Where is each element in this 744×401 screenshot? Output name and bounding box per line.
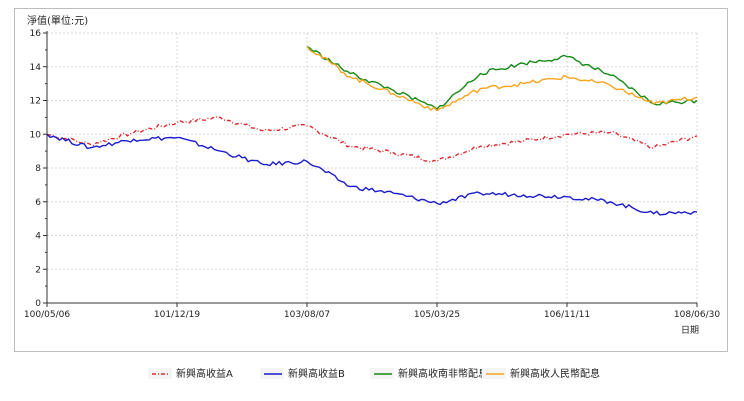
legend-swatch-bg: [148, 368, 172, 379]
y-tick-label: 2: [35, 265, 41, 275]
y-tick-label: 16: [30, 29, 42, 39]
series-lines: [47, 47, 697, 215]
series-line-3: [307, 47, 697, 109]
y-tick-label: 14: [30, 63, 42, 73]
y-tick-label: 12: [30, 97, 41, 107]
y-tick-label: 8: [35, 164, 41, 174]
x-tick-label: 103/08/07: [284, 310, 330, 320]
legend-label: 新興高收益A: [176, 367, 233, 380]
x-tick-label: 108/06/30: [674, 310, 720, 320]
y-ticks: 0 2 4 6 8 10 12 14 16: [30, 29, 47, 309]
legend-label: 新興高收南非幣配息: [398, 367, 488, 380]
axes: [47, 31, 697, 303]
y-tick-label: 6: [35, 198, 41, 208]
y-tick-label: 10: [30, 130, 42, 140]
x-tick-label: 101/12/19: [154, 310, 200, 320]
x-tick-label: 106/11/11: [544, 310, 590, 320]
y-tick-label: 0: [35, 299, 41, 309]
y-tick-label: 4: [35, 232, 41, 242]
x-tick-label: 105/03/25: [414, 310, 460, 320]
y-axis-label: 淨值(單位:元): [27, 14, 88, 27]
x-axis-label: 日期: [681, 325, 699, 336]
legend-label: 新興高收益B: [288, 367, 345, 380]
legend: 新興高收益A 新興高收益B 新興高收南非幣配息 新興高收人民幣配息: [148, 367, 600, 380]
legend-label: 新興高收人民幣配息: [510, 367, 600, 380]
x-tick-label: 100/05/06: [24, 310, 70, 320]
series-line-4: [307, 47, 697, 111]
grid: [47, 33, 697, 303]
x-ticks: 100/05/06 101/12/19 103/08/07 105/03/25 106/…: [24, 303, 720, 320]
series-line-2: [47, 134, 697, 215]
